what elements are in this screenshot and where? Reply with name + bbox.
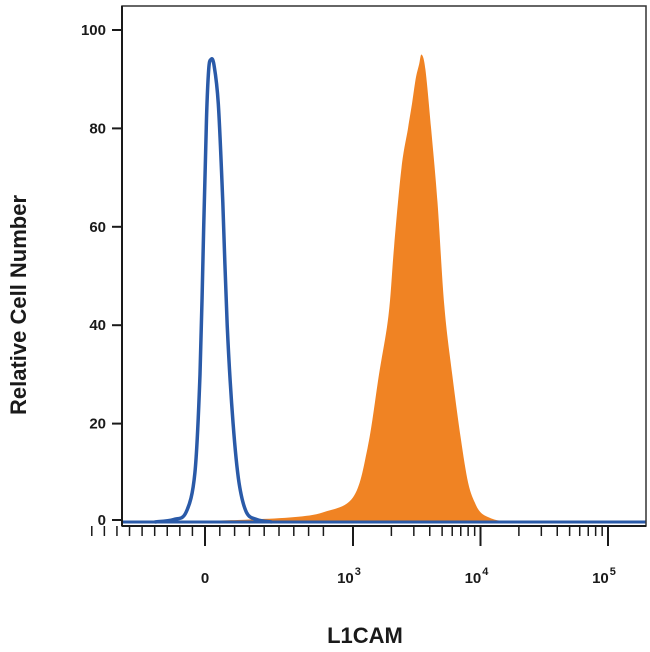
outline-histogram (154, 57, 272, 524)
filled-histogram (179, 54, 519, 523)
x-ticks: 0 103 104 105 (91, 526, 616, 587)
y-ticks: 0 20 40 60 80 100 (81, 22, 122, 529)
x-tick-label: 103 (337, 566, 361, 587)
y-tick-label: 0 (98, 512, 106, 529)
y-tick-label: 60 (89, 219, 106, 236)
y-tick-label: 100 (81, 22, 106, 39)
y-axis-title: Relative Cell Number (6, 195, 31, 416)
y-tick-label: 80 (89, 120, 106, 137)
x-tick-label: 104 (465, 566, 490, 587)
y-tick-label: 40 (89, 317, 106, 334)
x-tick-label: 0 (201, 570, 209, 587)
x-tick-label: 105 (592, 566, 616, 587)
series-layer (122, 54, 646, 524)
x-axis-title: L1CAM (327, 623, 403, 648)
y-tick-label: 20 (89, 416, 106, 433)
